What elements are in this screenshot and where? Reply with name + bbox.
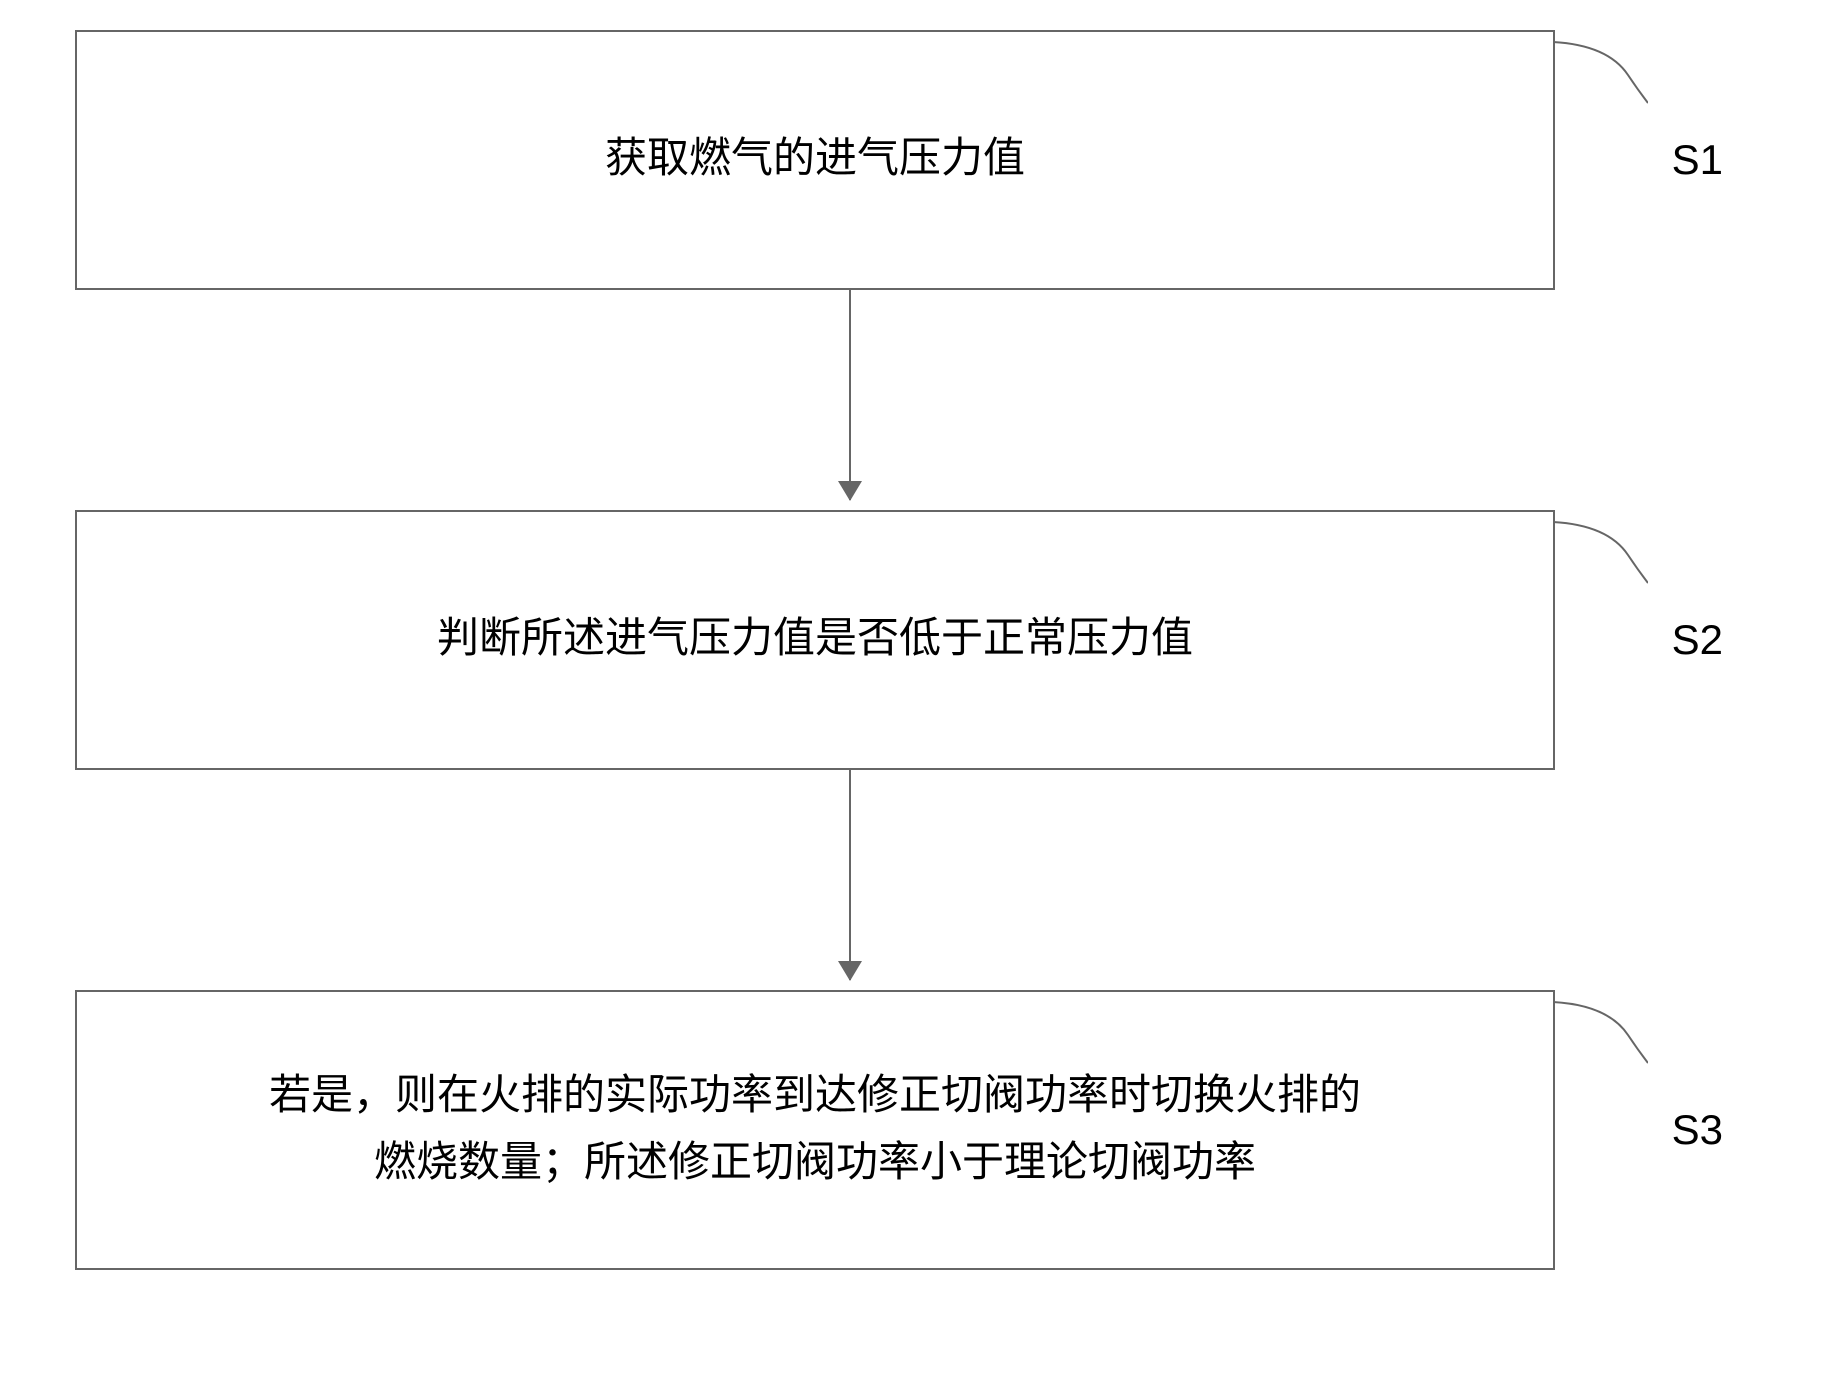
connector-curve-s1 <box>1553 40 1648 105</box>
step-label-s1: S1 <box>1672 136 1723 184</box>
connector-curve-s2 <box>1553 520 1648 585</box>
step-label-s3: S3 <box>1672 1106 1723 1154</box>
arrowhead-icon <box>838 481 862 501</box>
flow-step-s1: 获取燃气的进气压力值 S1 <box>75 30 1555 290</box>
flow-step-s1-text: 获取燃气的进气压力值 <box>565 106 1065 213</box>
arrow-s2-to-s3 <box>849 770 851 980</box>
arrowhead-icon <box>838 961 862 981</box>
arrow-s1-to-s2 <box>849 290 851 500</box>
flow-step-s3-line2: 燃烧数量；所述修正切阀功率小于理论切阀功率 <box>374 1140 1256 1186</box>
flow-step-s2: 判断所述进气压力值是否低于正常压力值 S2 <box>75 510 1555 770</box>
flow-step-s3-text: 若是，则在火排的实际功率到达修正切阀功率时切换火排的 燃烧数量；所述修正切阀功率… <box>229 1043 1401 1217</box>
flow-step-s2-text: 判断所述进气压力值是否低于正常压力值 <box>397 586 1233 693</box>
flow-step-s3: 若是，则在火排的实际功率到达修正切阀功率时切换火排的 燃烧数量；所述修正切阀功率… <box>75 990 1555 1270</box>
step-label-s2: S2 <box>1672 616 1723 664</box>
flow-step-s3-line1: 若是，则在火排的实际功率到达修正切阀功率时切换火排的 <box>269 1073 1361 1119</box>
connector-curve-s3 <box>1553 1000 1648 1065</box>
